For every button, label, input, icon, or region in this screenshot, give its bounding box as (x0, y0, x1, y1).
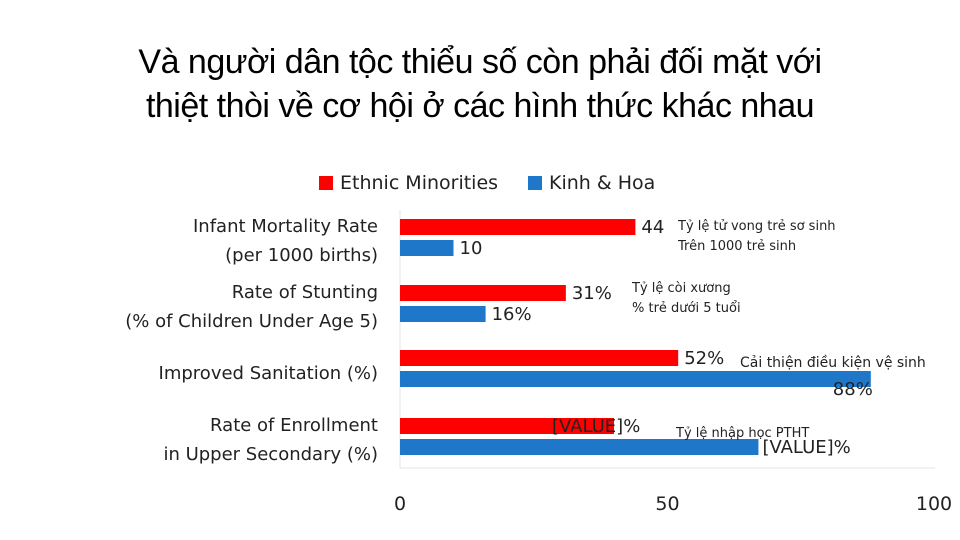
bar-ethnic-1 (400, 285, 566, 301)
data-label-kinh-2: 88% (833, 379, 873, 400)
annotation-2-0: Cải thiện điều kiện vệ sinh (740, 354, 926, 371)
category-label-0-1: (per 1000 births) (225, 245, 378, 266)
bar-kinh-2 (400, 371, 871, 387)
data-label-ethnic-3: [VALUE]% (552, 416, 640, 437)
title-line-1: Và người dân tộc thiểu số còn phải đối m… (138, 43, 822, 81)
annotation-1-1: % trẻ dưới 5 tuổi (632, 301, 741, 316)
annotation-0-1: Trên 1000 trẻ sinh (677, 239, 796, 254)
data-label-ethnic-1: 31% (572, 283, 612, 304)
category-label-2-0: Improved Sanitation (%) (159, 363, 378, 384)
data-label-kinh-3: [VALUE]% (762, 437, 850, 458)
annotation-1-0: Tỷ lệ còi xương (631, 281, 731, 296)
chart-title: Và người dân tộc thiểu số còn phải đối m… (0, 40, 960, 128)
category-label-3-1: in Upper Secondary (%) (163, 444, 378, 465)
legend-swatch-kinh-hoa (528, 176, 542, 190)
legend-label-kinh-hoa: Kinh & Hoa (549, 172, 655, 194)
annotation-3-0: Tỷ lệ nhập học PTHT (675, 426, 809, 441)
category-label-3-0: Rate of Enrollment (210, 415, 378, 436)
bar-ethnic-0 (400, 219, 636, 235)
data-label-ethnic-0: 44 (641, 217, 664, 238)
legend-label-ethnic-minorities: Ethnic Minorities (340, 172, 498, 194)
bar-ethnic-2 (400, 350, 679, 366)
bar-kinh-3 (400, 439, 759, 455)
legend-swatch-ethnic-minorities (319, 176, 333, 190)
category-label-1-0: Rate of Stunting (232, 282, 378, 303)
bar-ethnic-3 (400, 418, 614, 434)
category-label-1-1: (% of Children Under Age 5) (125, 311, 378, 332)
data-label-kinh-1: 16% (492, 304, 532, 325)
title-line-2: thiệt thòi về cơ hội ở các hình thức khá… (145, 87, 815, 125)
x-tick-label-1: 50 (655, 493, 679, 515)
x-tick-label-0: 0 (394, 493, 406, 515)
data-label-ethnic-2: 52% (684, 348, 724, 369)
x-tick-label-2: 100 (916, 493, 952, 515)
category-label-0-0: Infant Mortality Rate (193, 216, 378, 237)
annotation-0-0: Tỷ lệ tử vong trẻ sơ sinh (677, 219, 836, 234)
data-label-kinh-0: 10 (460, 238, 483, 259)
bar-kinh-1 (400, 306, 486, 322)
bar-kinh-0 (400, 240, 454, 256)
